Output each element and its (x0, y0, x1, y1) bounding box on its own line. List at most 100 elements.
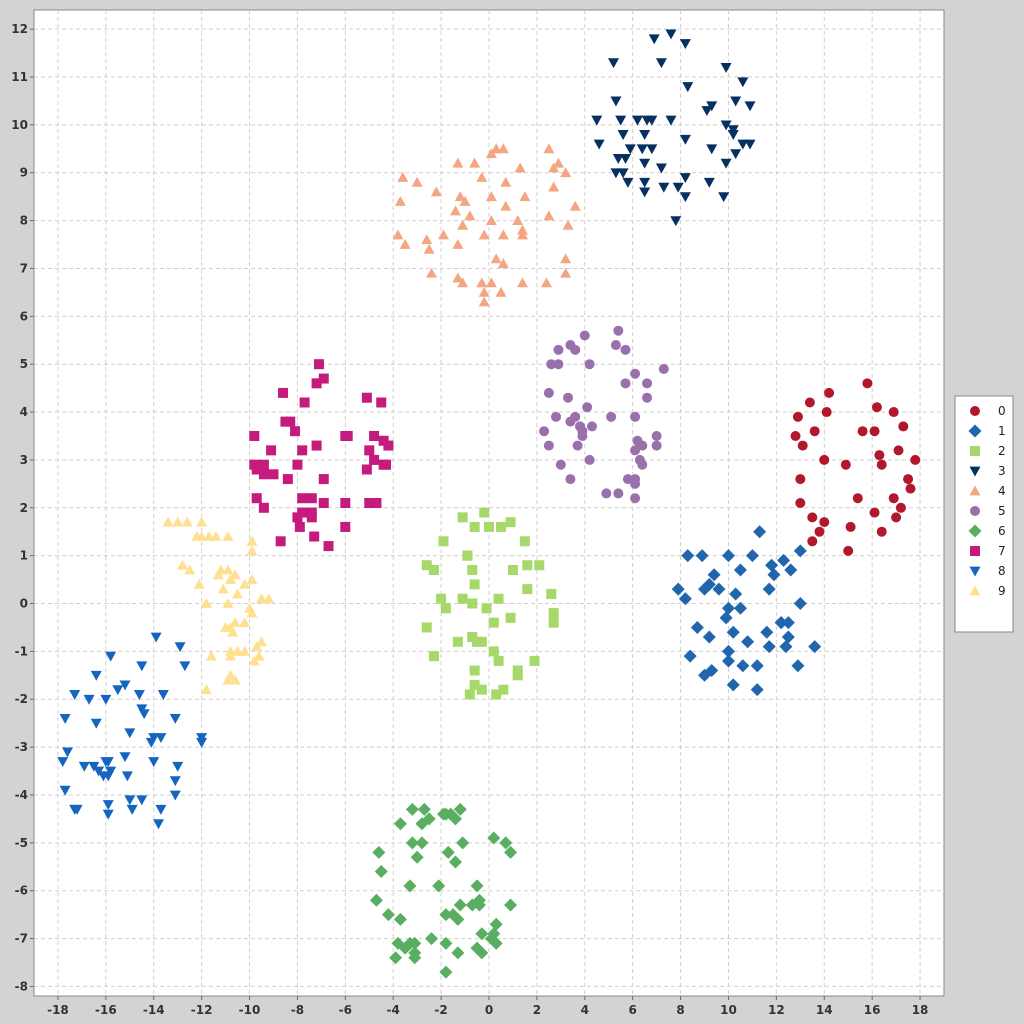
data-point (307, 508, 317, 518)
data-point (853, 493, 863, 503)
data-point (292, 512, 302, 522)
data-point (642, 393, 652, 403)
data-point (546, 589, 556, 599)
data-point (621, 345, 631, 355)
data-point (458, 512, 468, 522)
data-point (484, 522, 494, 532)
data-point (470, 579, 480, 589)
y-tick-label: 7 (20, 261, 28, 275)
data-point (465, 689, 475, 699)
data-point (520, 536, 530, 546)
data-point (898, 421, 908, 431)
data-point (630, 369, 640, 379)
legend-label: 4 (998, 484, 1006, 498)
data-point (307, 493, 317, 503)
data-point (606, 412, 616, 422)
data-point (539, 426, 549, 436)
x-tick-label: 12 (768, 1003, 785, 1017)
data-point (467, 565, 477, 575)
data-point (630, 493, 640, 503)
legend-label: 6 (998, 524, 1006, 538)
data-point (508, 565, 518, 575)
data-point (496, 522, 506, 532)
data-point (259, 469, 269, 479)
data-point (573, 441, 583, 451)
data-point (570, 412, 580, 422)
data-point (513, 670, 523, 680)
data-point (369, 455, 379, 465)
x-tick-label: -2 (434, 1003, 447, 1017)
data-point (371, 498, 381, 508)
data-point (846, 522, 856, 532)
legend-label: 8 (998, 564, 1006, 578)
data-point (268, 469, 278, 479)
data-point (297, 493, 307, 503)
data-point (506, 517, 516, 527)
data-point (905, 484, 915, 494)
data-point (862, 378, 872, 388)
data-point (577, 426, 587, 436)
y-tick-label: 3 (20, 453, 28, 467)
data-point (549, 608, 559, 618)
data-point (630, 479, 640, 489)
data-point (580, 330, 590, 340)
data-point (870, 426, 880, 436)
legend-marker (970, 546, 980, 556)
y-tick-label: 0 (20, 597, 28, 611)
data-point (896, 503, 906, 513)
legend-label: 9 (998, 584, 1006, 598)
data-point (791, 431, 801, 441)
data-point (283, 474, 293, 484)
data-point (891, 512, 901, 522)
data-point (534, 560, 544, 570)
data-point (340, 498, 350, 508)
y-tick-label: 2 (20, 501, 28, 515)
data-point (506, 613, 516, 623)
y-tick-label: 5 (20, 357, 28, 371)
data-point (276, 536, 286, 546)
data-point (874, 450, 884, 460)
data-point (565, 474, 575, 484)
x-tick-label: -6 (339, 1003, 352, 1017)
data-point (266, 445, 276, 455)
legend-marker (970, 406, 980, 416)
y-tick-label: 4 (20, 405, 28, 419)
y-tick-label: -6 (15, 884, 28, 898)
data-point (429, 565, 439, 575)
x-tick-label: 10 (720, 1003, 737, 1017)
x-tick-label: 4 (581, 1003, 589, 1017)
data-point (553, 359, 563, 369)
data-point (498, 685, 508, 695)
legend-label: 0 (998, 404, 1006, 418)
data-point (312, 441, 322, 451)
data-point (889, 493, 899, 503)
data-point (822, 407, 832, 417)
legend-label: 1 (998, 424, 1006, 438)
data-point (556, 460, 566, 470)
data-point (877, 460, 887, 470)
data-point (642, 378, 652, 388)
data-point (877, 527, 887, 537)
data-point (807, 512, 817, 522)
data-point (585, 455, 595, 465)
data-point (843, 546, 853, 556)
data-point (324, 541, 334, 551)
legend-label: 3 (998, 464, 1006, 478)
y-tick-label: -3 (15, 740, 28, 754)
data-point (319, 474, 329, 484)
data-point (462, 551, 472, 561)
data-point (259, 503, 269, 513)
data-point (530, 656, 540, 666)
data-point (858, 426, 868, 436)
y-tick-label: -7 (15, 932, 28, 946)
data-point (379, 460, 389, 470)
data-point (249, 431, 259, 441)
data-point (458, 594, 468, 604)
y-tick-label: 9 (20, 166, 28, 180)
y-tick-label: 11 (11, 70, 28, 84)
data-point (549, 618, 559, 628)
x-tick-label: 16 (864, 1003, 881, 1017)
data-point (436, 594, 446, 604)
data-point (582, 402, 592, 412)
